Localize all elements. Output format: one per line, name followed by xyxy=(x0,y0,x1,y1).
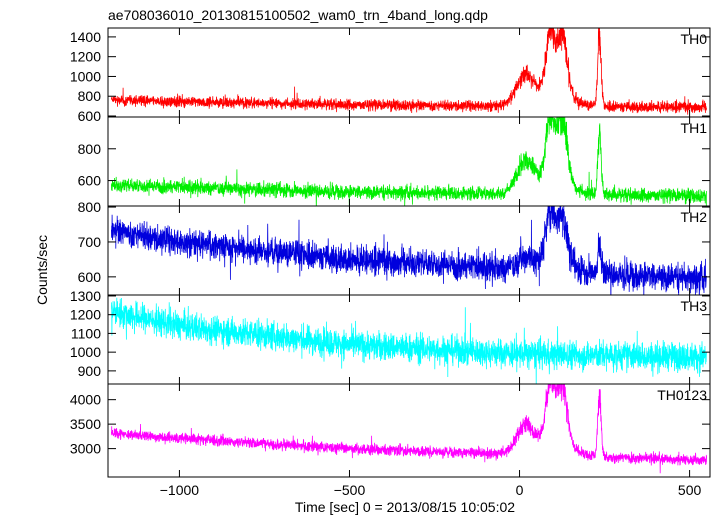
series-line-th0 xyxy=(111,28,707,115)
y-axis-label: Counts/sec xyxy=(34,235,50,305)
y-tick-label: 600 xyxy=(78,173,102,189)
chart-title: ae708036010_20130815100502_wam0_trn_4ban… xyxy=(108,7,488,23)
y-tick-label: 1000 xyxy=(70,344,101,360)
series-line-th3 xyxy=(111,297,707,384)
panels: 600 800 1000 1200 1400 TH0 600 800 TH1 600 700 800 T… xyxy=(70,27,711,498)
x-tick-label: −500 xyxy=(334,482,366,498)
y-tick-label: 1300 xyxy=(70,288,101,304)
x-axis-label: Time [sec] 0 = 2013/08/15 10:05:02 xyxy=(295,499,515,515)
y-tick-label: 800 xyxy=(78,141,102,157)
y-tick-label: 600 xyxy=(78,269,102,285)
y-tick-label: 1100 xyxy=(71,325,101,341)
y-tick-label: 700 xyxy=(78,234,102,250)
series-line-th0123 xyxy=(111,384,707,474)
panel-th0: 600 800 1000 1200 1400 TH0 xyxy=(70,27,711,124)
y-tick-label: 4000 xyxy=(70,392,101,408)
y-tick-label: 1000 xyxy=(70,68,101,84)
panel-label-th0123: TH0123 xyxy=(657,387,707,403)
y-tick-label: 1200 xyxy=(70,307,101,323)
x-tick-label: −1000 xyxy=(160,482,200,498)
panel-th3: 900 1000 1100 1200 1300 TH3 xyxy=(70,288,711,385)
y-tick-label: 3000 xyxy=(70,441,101,457)
panel-th0123: 3000 3500 4000 TH0123 xyxy=(70,383,711,478)
series-line-th2 xyxy=(111,206,707,295)
x-tick-label: 500 xyxy=(678,482,702,498)
panel-frame xyxy=(107,383,711,478)
y-tick-label: 1200 xyxy=(70,49,101,65)
panel-label-th3: TH3 xyxy=(681,298,708,314)
y-tick-label: 600 xyxy=(78,108,102,124)
y-tick-label: 900 xyxy=(78,363,102,379)
series-line-th1 xyxy=(111,117,707,206)
y-tick-label: 1400 xyxy=(70,29,101,45)
y-tick-label: 800 xyxy=(78,88,102,104)
y-tick-label: 3500 xyxy=(70,416,101,432)
x-tick-label: 0 xyxy=(516,482,524,498)
panel-th2: 600 700 800 TH2 xyxy=(78,199,711,296)
panel-label-th0: TH0 xyxy=(681,31,708,47)
panel-th1: 600 800 TH1 xyxy=(78,116,711,207)
panel-label-th1: TH1 xyxy=(681,120,708,136)
y-tick-label: 800 xyxy=(78,199,102,215)
panel-label-th2: TH2 xyxy=(681,209,708,225)
